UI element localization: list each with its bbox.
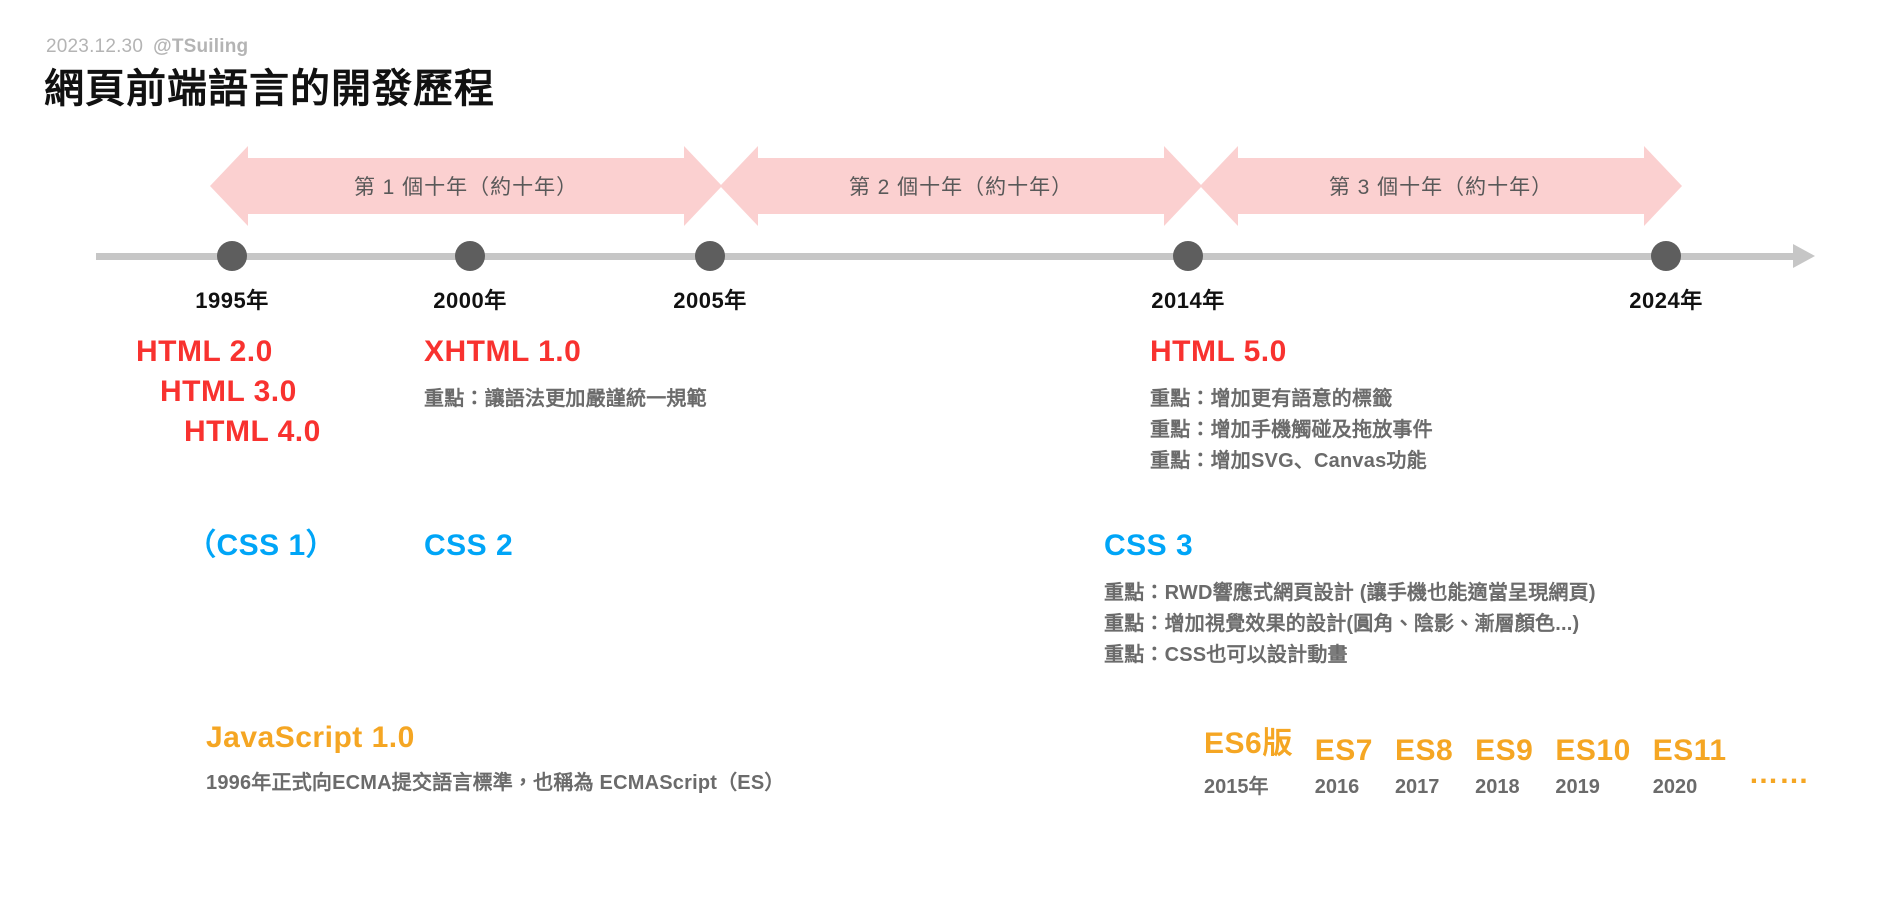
timeline-arrow-icon <box>1793 244 1815 268</box>
es-versions-block: ES6版 2015年 ES7 2016 ES8 2017 ES9 2018 ES… <box>1204 718 1832 799</box>
byline-date: 2023.12.30 <box>46 36 144 57</box>
es-version-item: ES10 2019 <box>1555 734 1630 799</box>
arrow-head-left-icon <box>210 146 248 226</box>
arrow-head-right-icon <box>684 146 722 226</box>
byline-author: @TSuiling <box>153 36 249 57</box>
timeline-dot-icon <box>455 241 485 271</box>
timeline-axis <box>96 253 1796 260</box>
timeline-year-label: 2005年 <box>673 288 747 313</box>
decade-band-2: 第 2 個十年（約十年） <box>720 146 1202 226</box>
css-1995-block: （CSS 1） <box>186 526 336 566</box>
html5-note: 重點：增加SVG、Canvas功能 <box>1150 450 1427 473</box>
es-version-ellipsis: …… <box>1748 757 1810 790</box>
es-version-year: 2017 <box>1394 776 1440 798</box>
css3-note: 重點：RWD響應式網頁設計 (讓手機也能適當呈現網頁) <box>1104 582 1596 605</box>
css1-label: （CSS 1） <box>186 529 337 562</box>
timeline-year-label: 1995年 <box>195 288 269 313</box>
html-2014-block: HTML 5.0 重點：增加更有語意的標籤 重點：增加手機觸碰及拖放事件 重點：… <box>1150 332 1433 477</box>
javascript-label: JavaScript 1.0 <box>206 721 415 754</box>
arrow-head-left-icon <box>720 146 758 226</box>
decade-band-1: 第 1 個十年（約十年） <box>210 146 722 226</box>
es-version-item: ES11 2020 <box>1653 734 1727 799</box>
timeline-dot-icon <box>1651 241 1681 271</box>
arrow-head-right-icon <box>1644 146 1682 226</box>
timeline-year-label: 2024年 <box>1629 288 1703 313</box>
html-2000-block: XHTML 1.0 重點：讓語法更加嚴謹統一規範 <box>424 332 707 415</box>
es-version-item: …… <box>1749 757 1810 799</box>
es-version-label: ES8 <box>1394 734 1454 767</box>
es-version-item: ES9 2018 <box>1475 734 1533 799</box>
es-version-year: 2016 <box>1314 776 1360 798</box>
html5-version-label: HTML 5.0 <box>1150 335 1287 368</box>
arrow-head-right-icon <box>1164 146 1202 226</box>
es-version-year: 2015年 <box>1204 776 1269 798</box>
xhtml-note: 重點：讓語法更加嚴謹統一規範 <box>424 388 707 411</box>
decade-band-3: 第 3 個十年（約十年） <box>1200 146 1682 226</box>
html-version-label: HTML 2.0 <box>136 335 273 368</box>
css2-label: CSS 2 <box>424 529 514 562</box>
css3-note: 重點：增加視覺效果的設計(圓角、陰影、漸層顏色...) <box>1104 613 1580 636</box>
es-version-year: 2018 <box>1475 776 1520 798</box>
es-version-label: ES7 <box>1314 734 1373 767</box>
timeline-dot-icon <box>217 241 247 271</box>
byline: 2023.12.30 @TSuiling <box>46 36 248 58</box>
javascript-note: 1996年正式向ECMA提交語言標準，也稱為 ECMAScript（ES） <box>206 772 785 795</box>
html5-note: 重點：增加手機觸碰及拖放事件 <box>1150 419 1433 442</box>
html-version-label: HTML 3.0 <box>160 375 297 409</box>
timeline-dot-icon <box>1173 241 1203 271</box>
es-versions-row: ES6版 2015年 ES7 2016 ES8 2017 ES9 2018 ES… <box>1204 718 1832 799</box>
es-version-item: ES7 2016 <box>1315 734 1373 799</box>
es-version-label: ES11 <box>1652 734 1727 767</box>
timeline-dot-icon <box>695 241 725 271</box>
html-1995-block: HTML 2.0 HTML 3.0 HTML 4.0 <box>136 332 321 453</box>
html5-note: 重點：增加更有語意的標籤 <box>1150 388 1393 411</box>
css3-label: CSS 3 <box>1104 529 1194 562</box>
timeline-year-label: 2014年 <box>1151 288 1225 313</box>
es-version-label: ES6版 <box>1204 727 1293 760</box>
css-2014-block: CSS 3 重點：RWD響應式網頁設計 (讓手機也能適當呈現網頁) 重點：增加視… <box>1104 526 1596 671</box>
es-version-label: ES9 <box>1475 734 1534 767</box>
decade-band-3-label: 第 3 個十年（約十年） <box>1328 176 1554 199</box>
javascript-block: JavaScript 1.0 1996年正式向ECMA提交語言標準，也稱為 EC… <box>206 718 785 799</box>
decade-band-1-label: 第 1 個十年（約十年） <box>353 176 579 199</box>
html-version-label: HTML 4.0 <box>184 415 321 449</box>
es-version-label: ES10 <box>1555 734 1631 767</box>
css-2000-block: CSS 2 <box>424 526 513 566</box>
es-version-year: 2019 <box>1555 776 1600 798</box>
es-version-item: ES6版 2015年 <box>1204 718 1293 799</box>
arrow-head-left-icon <box>1200 146 1238 226</box>
xhtml-version-label: XHTML 1.0 <box>424 335 582 368</box>
es-version-item: ES8 2017 <box>1395 734 1453 799</box>
page-title: 網頁前端語言的開發歷程 <box>44 67 495 111</box>
es-version-year: 2020 <box>1652 776 1698 798</box>
css3-note: 重點：CSS也可以設計動畫 <box>1104 644 1348 667</box>
timeline-year-label: 2000年 <box>433 288 507 313</box>
decade-band-2-label: 第 2 個十年（約十年） <box>848 176 1074 199</box>
